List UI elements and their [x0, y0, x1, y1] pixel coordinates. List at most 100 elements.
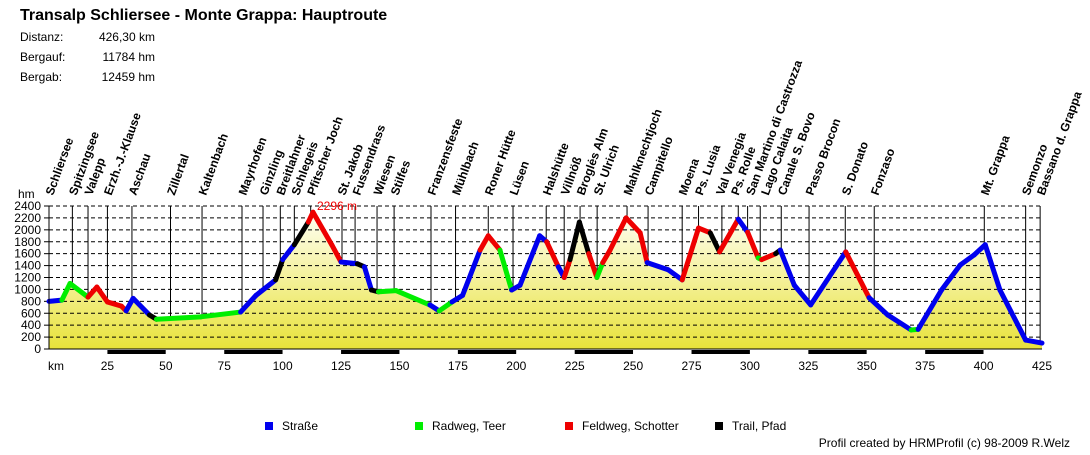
stat-label-descent: Bergab: [20, 70, 62, 84]
x-axis-label: km [48, 359, 64, 373]
y-tick-label: 2400 [14, 199, 41, 213]
route-segment-trail [291, 219, 311, 248]
x-tick-label: 125 [331, 359, 351, 373]
x-tick-label: 350 [857, 359, 877, 373]
km-scale-segment [925, 350, 984, 354]
station-label: Kaltenbach [196, 131, 231, 197]
route-segment-gravel [485, 233, 503, 253]
stat-label-ascent: Bergauf: [20, 50, 65, 64]
station-label: Lüsen [507, 159, 532, 197]
route-segment-cycle [393, 288, 433, 308]
legend: Straße Radweg, Teer Feldweg, Schotter Trail… [265, 419, 786, 433]
profile-fill [49, 212, 1042, 349]
legend-swatch-cycle [415, 422, 423, 430]
route-segment-road [253, 277, 279, 298]
legend-swatch-trail [715, 422, 723, 430]
legend-swatch-road [265, 422, 273, 430]
stat-value-descent: 12459 hm [102, 70, 155, 84]
route-segment-gravel [586, 251, 600, 280]
km-scale-segment [224, 350, 283, 354]
route-segment-cycle [59, 280, 73, 303]
route-segment-gravel [745, 229, 761, 261]
route-segment-road [665, 267, 685, 283]
x-tick-label: 325 [798, 359, 818, 373]
chart-title: Transalp Schliersee - Monte Grappa: Haup… [20, 7, 387, 24]
route-segment-gravel [477, 233, 491, 253]
y-tick-label: 1000 [14, 282, 41, 296]
route-segment-road [777, 247, 797, 288]
route-segment-road [808, 249, 849, 308]
route-segment-road [997, 287, 1029, 343]
km-scale-segment [866, 350, 926, 354]
y-tick-label: 1800 [14, 235, 41, 249]
route-segment-road [885, 312, 914, 333]
route-segment-gravel [561, 257, 573, 280]
max-elevation-label: 2296 m [317, 199, 357, 213]
route-segment-cycle [594, 260, 606, 280]
route-segment-gravel [637, 230, 650, 266]
km-scale-segment [457, 350, 517, 354]
route-segment-road [460, 247, 483, 298]
route-segment-gravel [759, 251, 779, 263]
route-segment-gravel [717, 216, 741, 255]
x-tick-label: 175 [448, 359, 468, 373]
km-scale-segment [691, 350, 750, 354]
stat-value-distance: 426,30 km [99, 30, 155, 44]
route-segment-gravel [843, 249, 872, 301]
route-segment-road [338, 259, 360, 267]
y-tick-label: 200 [21, 330, 41, 344]
x-tick-label: 75 [218, 359, 232, 373]
station-label: Fonzaso [868, 147, 898, 198]
route-segment-cycle [153, 314, 204, 322]
y-tick-label: 2200 [14, 211, 41, 225]
route-segment-cycle [436, 299, 455, 314]
y-tick-label: 2000 [14, 223, 41, 237]
y-tick-label: 0 [34, 342, 41, 356]
km-scale-segment [282, 350, 342, 354]
station-label: Zillertal [164, 152, 192, 197]
legend-label-gravel: Feldweg, Schotter [582, 419, 679, 433]
route-segment-road [238, 292, 259, 315]
station-label: Mt. Grappa [978, 133, 1013, 197]
km-scale-segment [633, 350, 692, 354]
route-segment-road [1023, 337, 1045, 346]
route-segment-trail [707, 230, 723, 255]
km-scale-segment [341, 350, 400, 354]
y-tick-label: 400 [21, 318, 41, 332]
route-segment-road [866, 295, 891, 318]
station-label: Aschau [126, 151, 154, 197]
x-tick-label: 25 [101, 359, 115, 373]
route-segment-road [791, 282, 814, 308]
route-segment-cycle [497, 247, 515, 293]
route-segment-cycle [375, 288, 399, 295]
route-segment-road [644, 260, 671, 273]
km-scale-segment [107, 350, 166, 354]
legend-label-cycle: Radweg, Teer [432, 419, 506, 433]
x-tick-label: 225 [565, 359, 585, 373]
km-scale-segment [165, 350, 225, 354]
legend-label-road: Straße [282, 419, 318, 433]
legend-swatch-gravel [565, 422, 573, 430]
x-tick-label: 250 [623, 359, 643, 373]
stat-label-distance: Distanz: [20, 30, 63, 44]
route-segment-cycle [198, 309, 244, 320]
station-label: S. Donato [839, 140, 871, 197]
route-segment-gravel [623, 215, 643, 236]
x-tick-label: 400 [974, 359, 994, 373]
route-segment-road [361, 264, 374, 293]
route-segment-road [130, 295, 152, 318]
footer-credit: Profil created by HRMProfil (c) 98-2009 … [819, 436, 1070, 450]
route-segment-road [280, 242, 297, 263]
y-tick-label: 1600 [14, 247, 41, 261]
legend-label-trail: Trail, Pfad [732, 419, 786, 433]
route-segment-trail [273, 257, 286, 283]
km-scale-segment [749, 350, 809, 354]
station-label: Bassano d. Grappa [1034, 89, 1085, 197]
y-tick-label: 800 [21, 294, 41, 308]
km-scale-segment [399, 350, 458, 354]
route-segment-trail [576, 219, 592, 257]
route-stats: Distanz: 426,30 km Bergauf: 11784 hm Ber… [20, 30, 155, 84]
route-segment-road [982, 242, 1003, 293]
x-tick-label: 300 [740, 359, 760, 373]
